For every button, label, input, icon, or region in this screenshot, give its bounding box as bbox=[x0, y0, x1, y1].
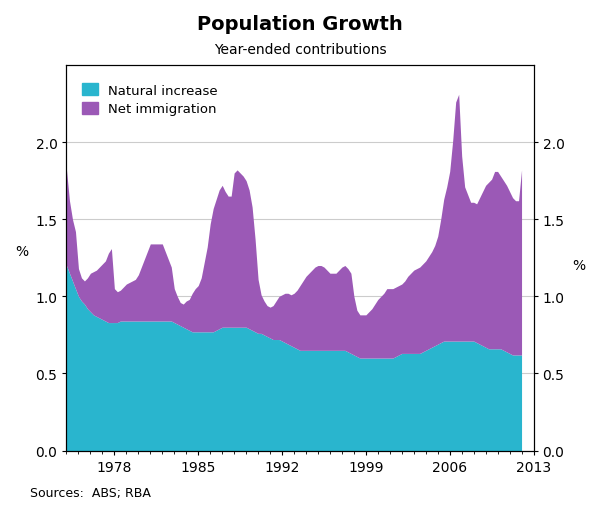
Y-axis label: %: % bbox=[15, 244, 28, 258]
Text: Sources:  ABS; RBA: Sources: ABS; RBA bbox=[30, 486, 151, 499]
Text: Year-ended contributions: Year-ended contributions bbox=[214, 43, 386, 57]
Y-axis label: %: % bbox=[572, 258, 585, 272]
Text: Population Growth: Population Growth bbox=[197, 15, 403, 34]
Legend: Natural increase, Net immigration: Natural increase, Net immigration bbox=[78, 80, 221, 120]
